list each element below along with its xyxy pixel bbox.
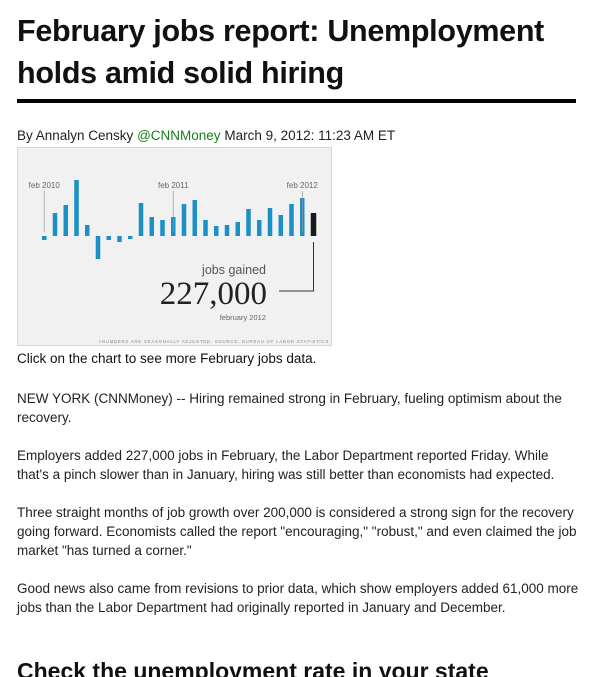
chart-x-label: feb 2011: [158, 181, 189, 190]
chart-bar: [214, 226, 219, 236]
article-byline: By Annalyn Censky @CNNMoney March 9, 201…: [17, 128, 395, 143]
chart-x-label: feb 2012: [287, 181, 319, 190]
chart-bar: [106, 236, 111, 240]
chart-bar: [246, 209, 251, 236]
article-headline: February jobs report: Unemployment holds…: [17, 14, 545, 90]
chart-bar: [278, 215, 283, 236]
chart-callout-period: february 2012: [220, 313, 266, 322]
chart-callout-value: 227,000: [160, 276, 267, 312]
paragraph-4: Good news also came from revisions to pr…: [17, 581, 579, 615]
paragraph-3: Three straight months of job growth over…: [17, 505, 577, 558]
chart-bar: [63, 205, 68, 236]
chart-bar: [42, 236, 47, 240]
chart-caption: Click on the chart to see more February …: [17, 351, 317, 366]
chart-callout-label: jobs gained: [201, 263, 266, 277]
chart-footnote: ×NUMBERS ARE SEASONALLY ADJUSTED. SOURCE…: [99, 339, 329, 344]
jobs-chart[interactable]: feb 2010 feb 2011 feb 2012 jobs gained 227,0…: [17, 147, 332, 346]
chart-bar: [128, 236, 133, 239]
headline-divider: [17, 99, 576, 103]
chart-bar: [181, 204, 187, 236]
chart-bar: [257, 220, 262, 236]
byline-twitter-handle-link[interactable]: @CNNMoney: [137, 128, 221, 143]
section-subheading: Check the unemployment rate in your stat…: [17, 658, 489, 677]
chart-x-label: feb 2010: [29, 181, 61, 190]
chart-bar: [235, 222, 240, 236]
chart-bar: [117, 236, 122, 242]
byline-date: March 9, 2012: 11:23 AM ET: [224, 128, 396, 143]
paragraph-2: Employers added 227,000 jobs in February…: [17, 448, 555, 482]
chart-callout-line: [279, 242, 314, 292]
chart-bar: [224, 225, 230, 236]
chart-bar: [192, 200, 197, 236]
chart-bar: [149, 217, 154, 236]
chart-bar: [289, 204, 294, 236]
chart-bar: [52, 213, 58, 236]
chart-bar: [267, 208, 273, 236]
chart-bar: [203, 220, 208, 236]
byline-author: By Annalyn Censky: [17, 128, 134, 143]
chart-bar: [138, 203, 144, 236]
chart-bar: [95, 236, 101, 259]
chart-bar: [74, 180, 79, 236]
jobs-chart-svg: feb 2010 feb 2011 feb 2012 jobs gained227,0…: [29, 180, 329, 344]
chart-bar: [160, 220, 165, 236]
chart-bar: [85, 225, 90, 236]
paragraph-1: NEW YORK (CNNMoney) -- Hiring remained s…: [17, 391, 562, 425]
chart-bar: [310, 213, 317, 236]
